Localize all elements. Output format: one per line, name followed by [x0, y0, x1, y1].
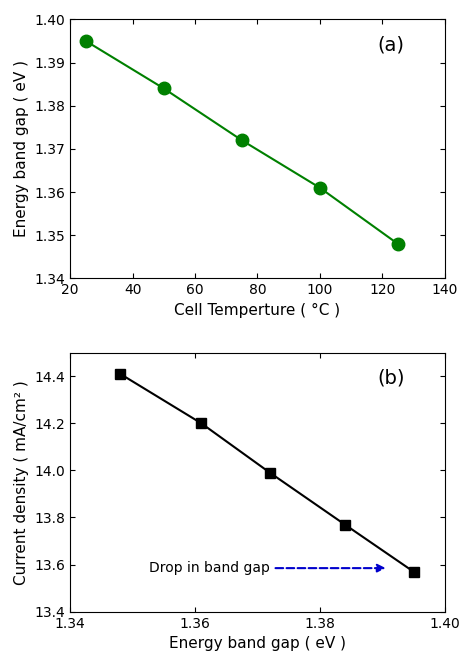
- X-axis label: Cell Temperture ( °C ): Cell Temperture ( °C ): [174, 303, 340, 318]
- X-axis label: Energy band gap ( eV ): Energy band gap ( eV ): [169, 636, 346, 651]
- Text: (b): (b): [377, 368, 405, 388]
- Text: Drop in band gap: Drop in band gap: [149, 561, 383, 575]
- Text: (a): (a): [377, 35, 404, 55]
- Y-axis label: Energy band gap ( eV ): Energy band gap ( eV ): [14, 61, 29, 237]
- Y-axis label: Current density ( mA/cm² ): Current density ( mA/cm² ): [14, 380, 29, 585]
